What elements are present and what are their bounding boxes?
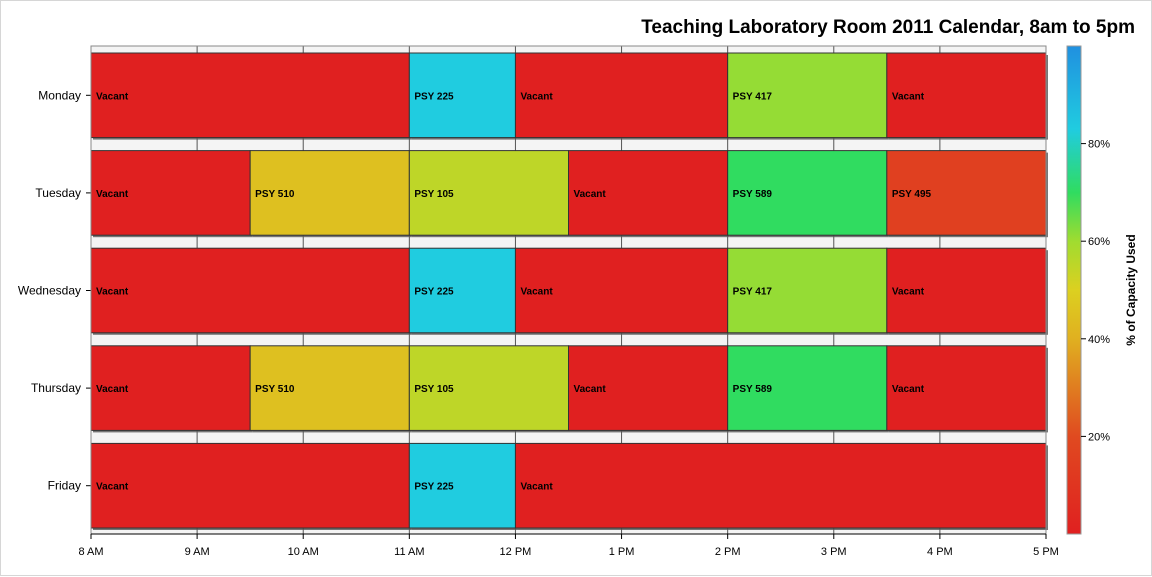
bar-segment: [568, 345, 729, 431]
bar-label: PSY 225: [414, 482, 454, 493]
x-tick-label: 9 AM: [185, 546, 210, 558]
bar-label: Vacant: [96, 384, 129, 395]
bar-segment: [727, 52, 888, 139]
bar-label: PSY 225: [414, 91, 454, 102]
bar-segment: [514, 52, 729, 139]
bar-label: PSY 225: [414, 287, 454, 298]
bar-segment: [727, 150, 888, 236]
colorbar-tick-label: 20%: [1088, 431, 1110, 443]
day-label: Thursday: [31, 381, 81, 395]
bar-segment: [408, 52, 516, 139]
bar-label: Vacant: [520, 91, 553, 102]
bar-label: Vacant: [574, 384, 607, 395]
colorbar-tick-label: 60%: [1088, 236, 1110, 248]
bar-segment: [408, 247, 516, 334]
bar-segment: [408, 345, 570, 431]
bar-segment: [90, 442, 410, 529]
bar-label: Vacant: [96, 482, 129, 493]
bar-label: PSY 589: [733, 384, 773, 395]
bar-segment: [249, 150, 410, 236]
bar-label: Vacant: [96, 189, 129, 200]
bar-label: Vacant: [892, 287, 925, 298]
x-tick-label: 2 PM: [715, 546, 741, 558]
bar-label: Vacant: [96, 91, 129, 102]
bar-label: Vacant: [892, 384, 925, 395]
colorbar-tick-label: 40%: [1088, 334, 1110, 346]
bar-segment: [727, 247, 888, 334]
bar-label: PSY 105: [414, 384, 454, 395]
bar-label: PSY 417: [733, 287, 773, 298]
bar-label: PSY 105: [414, 189, 454, 200]
bar-label: Vacant: [574, 189, 607, 200]
x-tick-label: 10 AM: [288, 546, 319, 558]
x-tick-label: 4 PM: [927, 546, 953, 558]
bar-segment: [514, 442, 1047, 529]
bar-segment: [90, 247, 410, 334]
x-tick-label: 11 AM: [394, 546, 424, 558]
x-tick-label: 1 PM: [609, 546, 635, 558]
day-label: Tuesday: [35, 186, 81, 200]
colorbar-title: % of Capacity Used: [1124, 234, 1138, 345]
bar-label: Vacant: [96, 287, 129, 298]
x-tick-label: 5 PM: [1033, 546, 1059, 558]
bar-segment: [408, 150, 570, 236]
chart-title: Teaching Laboratory Room 2011 Calendar, …: [641, 17, 1135, 38]
bar-segment: [249, 345, 410, 431]
bar-segment: [514, 247, 729, 334]
bar-segment: [886, 52, 1047, 139]
bar-segment: [408, 442, 516, 529]
colorbar: [1066, 45, 1082, 535]
bar-segment: [90, 345, 251, 431]
bar-segment: [90, 52, 410, 139]
bar-segment: [886, 247, 1047, 334]
bar-segment: [886, 345, 1047, 431]
day-label: Wednesday: [18, 284, 81, 298]
x-tick-label: 12 PM: [500, 546, 532, 558]
bar-label: PSY 510: [255, 189, 295, 200]
bar-label: PSY 510: [255, 384, 295, 395]
bar-label: Vacant: [520, 482, 553, 493]
bar-segment: [886, 150, 1047, 236]
day-label: Friday: [48, 479, 81, 493]
bar-label: PSY 495: [892, 189, 932, 200]
bar-label: Vacant: [892, 91, 925, 102]
day-label: Monday: [38, 88, 81, 102]
bar-segment: [90, 150, 251, 236]
bar-label: PSY 417: [733, 91, 773, 102]
bar-label: Vacant: [520, 287, 553, 298]
colorbar-tick-label: 80%: [1088, 139, 1110, 151]
bar-segment: [568, 150, 729, 236]
bar-label: PSY 589: [733, 189, 773, 200]
x-tick-label: 3 PM: [821, 546, 847, 558]
x-tick-label: 8 AM: [78, 546, 103, 558]
